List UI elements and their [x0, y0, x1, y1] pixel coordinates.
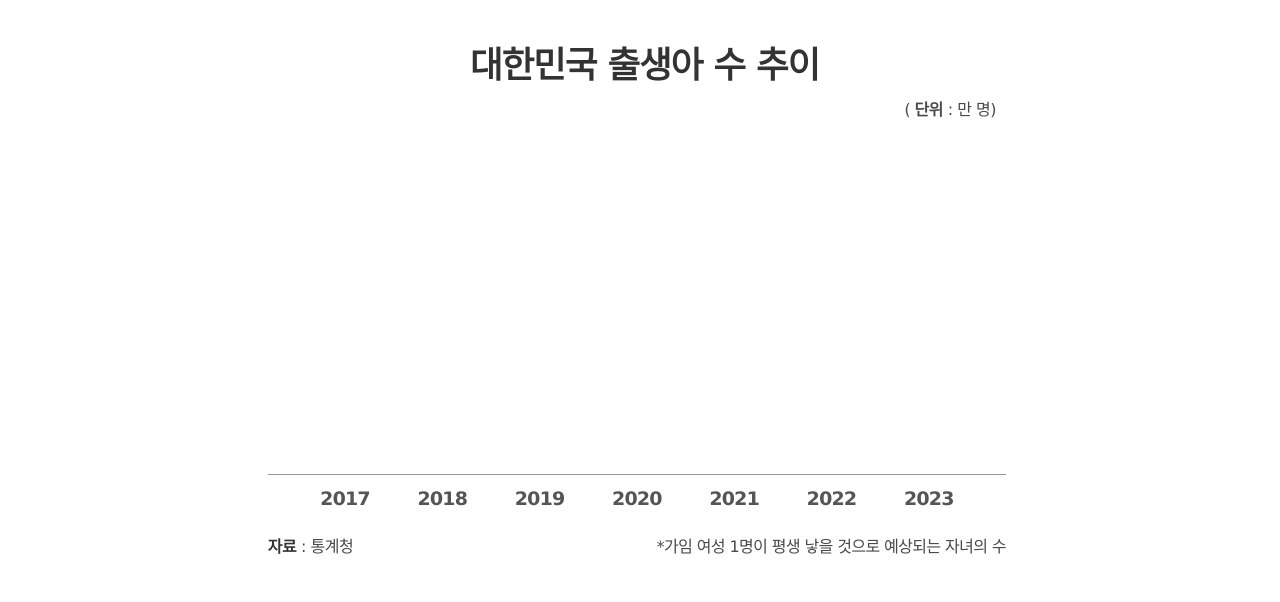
plot-svg [268, 120, 1006, 480]
chart-title: 대한민국 출생아 수 추이 [470, 45, 821, 86]
unit-value: 만 명 [957, 100, 991, 119]
source-key: 자료 [268, 537, 297, 556]
x-tick-label-2017: 2017 [320, 488, 370, 510]
x-tick-label-2018: 2018 [417, 488, 468, 510]
x-tick-label-2023: 2023 [903, 488, 954, 510]
x-tick-label-2020: 2020 [612, 488, 662, 510]
x-axis-baseline [268, 474, 1006, 475]
x-tick-label-2021: 2021 [709, 488, 760, 510]
footnote: *가임 여성 1명이 평생 낳을 것으로 예상되는 자녀의 수 [656, 537, 1007, 556]
x-tick-label-2019: 2019 [514, 488, 565, 510]
plot-area [268, 120, 1006, 480]
x-axis: 2017 2018 2019 2020 2021 2022 2023 [268, 488, 1006, 518]
unit-key: 단위 [914, 100, 944, 119]
unit-label: ( 단위 : 만 명) [904, 100, 996, 119]
source-value: 통계청 [310, 537, 354, 556]
x-tick-label-2022: 2022 [806, 488, 857, 510]
source-label: 자료 : 통계청 [268, 537, 354, 556]
